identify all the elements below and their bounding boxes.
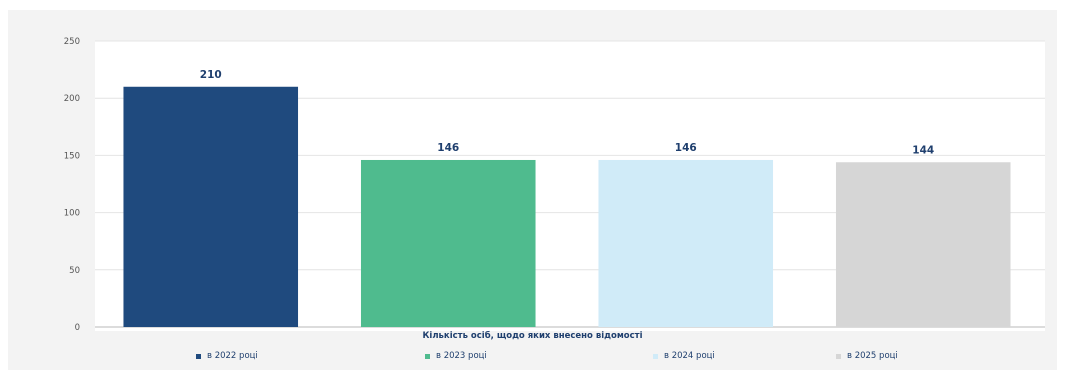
y-tick-label-150: 150 [64,151,80,161]
legend-item-2024[interactable]: в 2024 році [653,351,715,361]
legend-label-2023: в 2023 році [436,351,487,361]
legend-swatch-2023 [425,353,430,359]
bar-2[interactable] [598,159,774,327]
x-axis-title: Кількість осіб, щодо яких внесено відомо… [422,331,643,341]
data-label-0: 210 [200,69,222,81]
data-label-1: 146 [437,142,459,154]
legend: в 2022 році в 2023 році в 2024 році в 20… [0,351,1065,367]
y-tick-label-50: 50 [69,266,80,276]
legend-item-2022[interactable]: в 2022 році [196,351,258,361]
legend-swatch-2022 [196,353,201,359]
y-tick-label-0: 0 [75,323,80,333]
y-tick-label-100: 100 [64,209,80,219]
bar-3[interactable] [835,162,1011,327]
y-tick-label-250: 250 [64,37,80,47]
legend-swatch-2025 [836,353,841,359]
legend-label-2022: в 2022 році [207,351,258,361]
bar-1[interactable] [360,159,536,327]
legend-label-2025: в 2025 році [847,351,898,361]
data-label-2: 146 [675,142,697,154]
bar-0[interactable] [123,86,299,327]
data-label-3: 144 [912,144,934,156]
legend-item-2023[interactable]: в 2023 році [425,351,487,361]
y-tick-label-200: 200 [64,94,80,104]
legend-item-2025[interactable]: в 2025 році [836,351,898,361]
legend-label-2024: в 2024 році [664,351,715,361]
legend-swatch-2024 [653,353,658,359]
